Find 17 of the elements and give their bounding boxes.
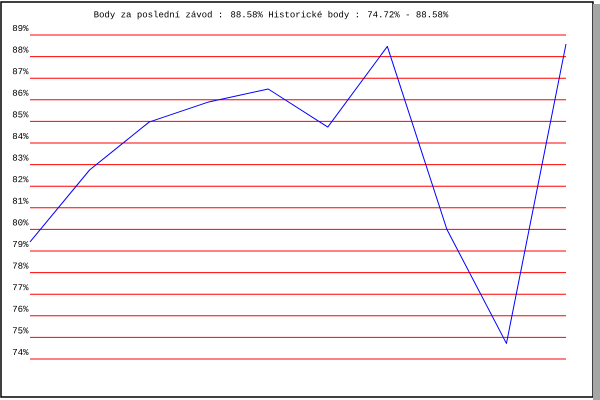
y-tick-label: 82% bbox=[12, 176, 28, 182]
y-tick-label: 76% bbox=[12, 306, 28, 312]
y-tick-label: 74% bbox=[12, 348, 28, 356]
y-tick-label: 84% bbox=[12, 132, 28, 140]
y-tick-label: 77% bbox=[12, 284, 28, 290]
y-tick-label: 87% bbox=[12, 68, 28, 74]
y-tick-label: 83% bbox=[12, 154, 28, 161]
y-tick-label: 79% bbox=[12, 240, 28, 248]
y-tick-label: 88% bbox=[12, 46, 28, 53]
y-tick-label: 75% bbox=[12, 327, 28, 334]
y-tick-label: 78% bbox=[12, 262, 28, 269]
y-tick-label: 80% bbox=[12, 219, 28, 226]
y-tick-label: 85% bbox=[12, 111, 28, 118]
chart-title: Body za poslední závod : 88.58% Historické body : 74.72% - 88.58% bbox=[94, 10, 448, 20]
y-tick-label: 89% bbox=[12, 24, 28, 32]
y-tick-label: 86% bbox=[12, 90, 28, 96]
y-tick-label: 81% bbox=[12, 198, 28, 204]
